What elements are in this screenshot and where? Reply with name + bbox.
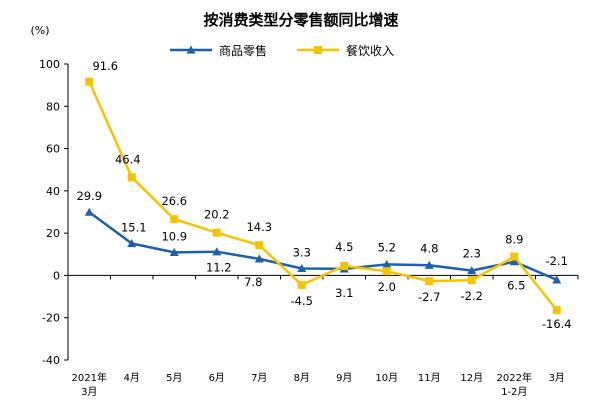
x-tick-label: 8月 — [294, 372, 310, 384]
data-label: 4.8 — [420, 241, 438, 255]
series-2-point — [510, 252, 519, 261]
series-1-point — [297, 263, 307, 273]
series-2-point — [127, 173, 136, 182]
y-tick-label: 20 — [46, 227, 60, 240]
y-unit-label: (%) — [30, 24, 49, 37]
data-label: 14.3 — [246, 220, 272, 234]
data-label: 46.4 — [115, 152, 141, 166]
series-markers — [84, 77, 562, 315]
x-tick-label: 6月 — [209, 372, 225, 384]
data-label: 4.5 — [335, 240, 353, 254]
data-label: -2.7 — [418, 290, 440, 304]
series-2-point — [212, 228, 221, 237]
series-1-point — [509, 257, 519, 266]
data-label: -2.1 — [546, 254, 568, 268]
data-label: 2.3 — [463, 247, 481, 261]
legend: 商品零售 餐饮收入 — [170, 43, 394, 58]
data-labels: 29.9 15.1 10.9 11.2 7.8 3.3 3.1 5.2 4.8 2.3 6.5 -2.… — [76, 59, 571, 331]
series-2-point — [297, 280, 306, 289]
series-2-point — [170, 215, 179, 224]
data-label: 6.5 — [507, 279, 525, 293]
data-label: -16.4 — [542, 317, 572, 331]
y-tick-label: 100 — [39, 58, 60, 71]
y-tick-label: 60 — [46, 143, 60, 156]
series-1-point — [382, 259, 392, 269]
series-1-point — [467, 266, 477, 275]
series-1-point — [254, 254, 264, 263]
data-label: 91.6 — [92, 59, 118, 73]
data-label: -2.2 — [461, 289, 483, 303]
chart-title: 按消费类型分零售额同比增速 — [203, 11, 398, 29]
x-tick-label: 2021年 — [72, 371, 107, 384]
series-1-point — [127, 239, 137, 248]
series-2-point — [85, 77, 94, 86]
series-2-point — [340, 261, 349, 270]
legend-triangle-marker-icon — [186, 45, 196, 54]
series-line-1 — [88, 211, 558, 282]
series-1-point — [424, 260, 434, 269]
axes: -40 -20 0 20 40 60 80 100 2021年 3月 4月 5月 6月 7月 8月 9月 10月… — [39, 58, 579, 398]
series-2-point — [467, 276, 476, 285]
x-tick-label: 5月 — [166, 372, 182, 384]
x-tick-label: 3月 — [81, 386, 97, 398]
y-tick-label: -40 — [42, 354, 60, 367]
x-tick-label: 4月 — [124, 372, 140, 384]
legend-item-series-1: 商品零售 — [170, 43, 267, 58]
data-label: 20.2 — [204, 208, 230, 222]
data-label: 10.9 — [161, 229, 187, 243]
x-tick-label: 10月 — [375, 372, 398, 384]
series-1-point — [552, 275, 562, 284]
series-line-2 — [88, 81, 558, 311]
data-label: 8.9 — [505, 233, 523, 247]
series-lines — [88, 81, 558, 311]
series-2-point — [425, 277, 434, 286]
data-label: -4.5 — [291, 294, 313, 308]
data-label: 3.1 — [335, 286, 353, 300]
data-label: 2.0 — [378, 280, 396, 294]
x-tick-label: 3月 — [549, 372, 565, 384]
y-tick-label: -20 — [42, 312, 60, 325]
x-tick-label: 7月 — [251, 372, 267, 384]
series-2-point — [552, 306, 561, 315]
data-label: 3.3 — [293, 245, 311, 259]
series-1-point — [169, 247, 179, 256]
legend-item-series-2: 餐饮收入 — [297, 43, 394, 58]
series-1-point — [212, 247, 222, 256]
x-tick-label: 12月 — [460, 372, 483, 384]
x-tick-label: 9月 — [336, 372, 352, 384]
legend-square-marker-icon — [314, 46, 322, 54]
data-label: 5.2 — [378, 240, 396, 254]
series-2-point — [382, 267, 391, 276]
x-tick-label: 1-2月 — [501, 386, 527, 398]
data-label: 11.2 — [206, 261, 232, 275]
x-tick-label: 2022年 — [497, 371, 532, 384]
legend-label: 商品零售 — [219, 43, 267, 58]
series-2-point — [255, 241, 264, 250]
data-label: 29.9 — [76, 189, 102, 203]
data-label: 15.1 — [121, 221, 147, 235]
data-label: 7.8 — [244, 275, 262, 289]
legend-label: 餐饮收入 — [346, 43, 394, 58]
x-tick-label: 11月 — [418, 372, 441, 384]
data-label: 26.6 — [161, 194, 187, 208]
y-tick-label: 40 — [46, 185, 60, 198]
series-1-point — [84, 207, 94, 216]
y-tick-label: 0 — [53, 269, 60, 282]
y-tick-label: 80 — [46, 100, 60, 113]
